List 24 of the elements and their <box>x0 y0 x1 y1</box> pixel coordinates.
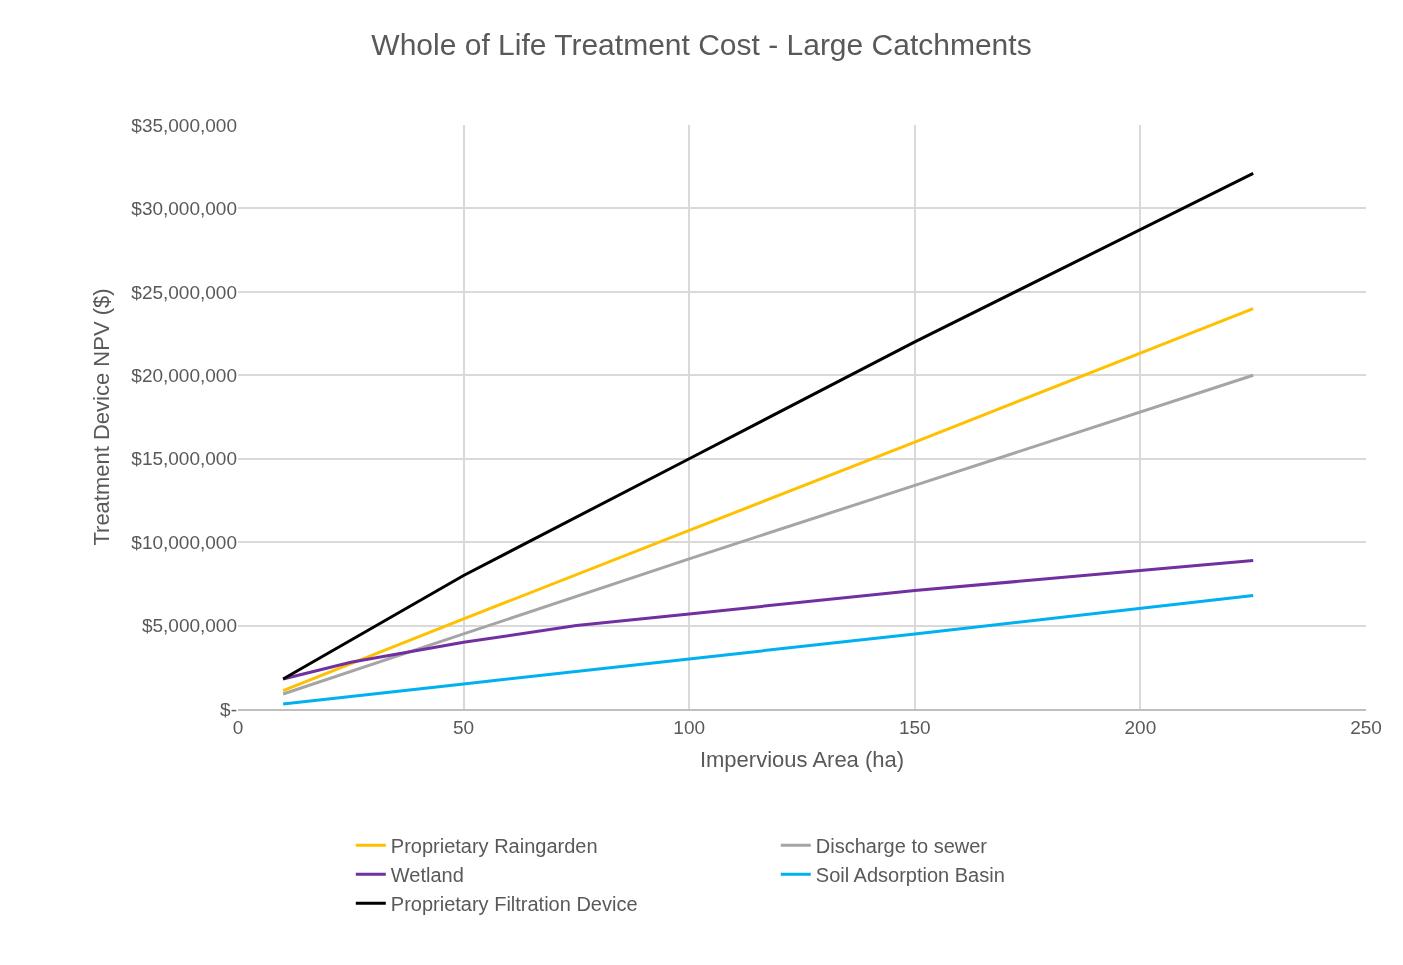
y-tick-label: $35,000,000 <box>131 114 237 136</box>
y-tick-label: $5,000,000 <box>141 615 237 637</box>
legend-label: Wetland <box>390 864 464 887</box>
legend-label: Discharge to sewer <box>815 835 988 858</box>
x-tick-label: 50 <box>453 716 475 738</box>
y-tick-label: $25,000,000 <box>131 281 237 303</box>
line-series <box>281 373 1255 696</box>
y-tick-label: $10,000,000 <box>131 531 237 553</box>
line-series <box>281 307 1255 693</box>
legend-label: Proprietary Raingarden <box>390 835 598 858</box>
x-tick-label: 200 <box>1124 716 1157 738</box>
line-series <box>281 171 1255 681</box>
x-tick-label: 100 <box>673 716 706 738</box>
y-axis-title: Treatment Device NPV ($) <box>89 288 115 546</box>
y-tick-label: $30,000,000 <box>131 198 237 220</box>
chart-title: Whole of Life Treatment Cost - Large Catchments <box>371 27 1032 61</box>
x-axis-title: Impervious Area (ha) <box>699 747 905 773</box>
x-tick-label: 150 <box>898 716 931 738</box>
y-tick-label: $15,000,000 <box>131 448 237 470</box>
line-series <box>281 594 1255 706</box>
legend-label: Soil Adsorption Basin <box>815 864 1005 887</box>
y-tick-label: $20,000,000 <box>131 364 237 386</box>
x-tick-label: 250 <box>1350 716 1382 738</box>
legend-label: Proprietary Filtration Device <box>390 893 638 916</box>
